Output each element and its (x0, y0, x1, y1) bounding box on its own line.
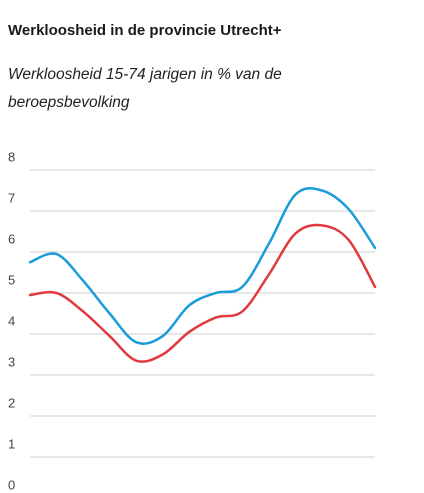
y-tick-label: 7 (8, 190, 15, 205)
y-tick-label: 4 (8, 313, 15, 328)
y-tick-label: 8 (8, 149, 15, 164)
series-line (28, 187, 377, 345)
y-tick-label: 3 (8, 354, 15, 369)
chart-subtitle: Werkloosheid 15-74 jarigen in % van de b… (8, 66, 282, 111)
series-line (28, 223, 377, 363)
y-tick-label: 6 (8, 231, 15, 246)
chart-title: Werkloosheid in de provincie Utrecht+ (8, 22, 282, 39)
y-tick-label: 0 (8, 477, 15, 492)
y-tick-label: 5 (8, 272, 15, 287)
y-tick-label: 2 (8, 395, 15, 410)
y-tick-label: 1 (8, 436, 15, 451)
